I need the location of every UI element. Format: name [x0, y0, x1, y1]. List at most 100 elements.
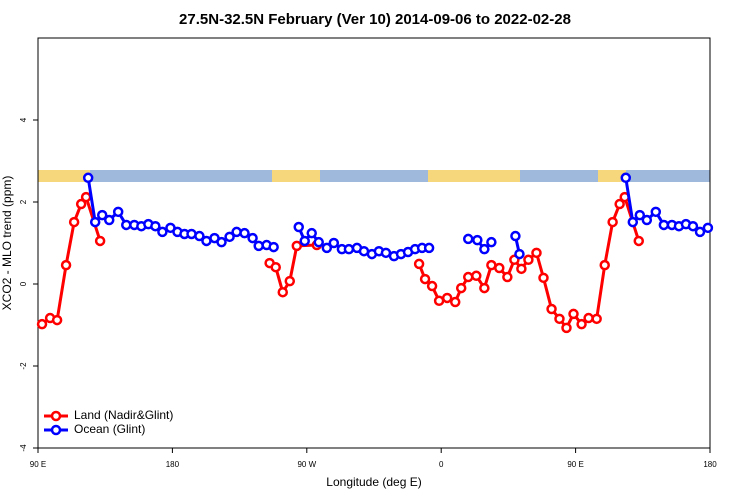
data-point: [531, 247, 542, 259]
data-point: [702, 222, 714, 234]
data-point: [270, 261, 281, 273]
data-point: [306, 227, 317, 239]
legend-label: Land (Nadir&Glint): [74, 408, 173, 422]
data-point: [112, 206, 124, 218]
data-point: [627, 216, 639, 228]
data-point: [546, 303, 557, 315]
data-point: [694, 226, 706, 238]
data-point: [216, 236, 227, 248]
data-point: [479, 282, 490, 294]
data-point: [607, 216, 618, 228]
data-point: [516, 263, 527, 275]
y-axis-label: XCO2 - MLO trend (ppm): [0, 176, 14, 311]
data-point: [479, 243, 490, 255]
y-tick-label: 4: [19, 117, 28, 122]
data-point: [157, 226, 168, 238]
data-point: [510, 230, 521, 242]
data-point: [247, 232, 258, 244]
data-point: [583, 312, 594, 324]
data-point: [523, 254, 534, 266]
data-point: [201, 235, 212, 247]
data-point: [650, 206, 662, 218]
data-point: [514, 248, 525, 260]
data-point: [471, 270, 482, 282]
data-point: [462, 233, 474, 245]
data-point: [103, 214, 115, 226]
map-strip: [38, 170, 710, 182]
x-tick-label: 90 E: [30, 460, 46, 469]
legend-marker: [50, 410, 62, 422]
plot-frame: [37, 37, 711, 449]
data-point: [462, 271, 474, 283]
data-point: [51, 314, 63, 326]
data-point: [419, 273, 431, 285]
data-point: [36, 318, 48, 330]
data-point: [634, 209, 646, 221]
data-point: [75, 198, 87, 210]
data-point: [94, 235, 106, 247]
data-point: [224, 231, 235, 243]
data-point: [293, 221, 304, 233]
x-tick-label: 0: [439, 460, 444, 469]
data-point: [599, 259, 610, 271]
y-tick-label: 2: [19, 199, 28, 204]
data-point: [380, 247, 392, 259]
data-point: [328, 237, 340, 249]
data-point: [538, 272, 549, 284]
x-tick-label: 90 E: [567, 460, 583, 469]
data-point: [239, 227, 250, 239]
data-point: [82, 172, 94, 184]
data-point: [231, 226, 242, 238]
data-point: [60, 259, 72, 271]
x-tick-label: 90 W: [297, 460, 316, 469]
data-point: [455, 282, 467, 294]
data-point: [633, 235, 645, 247]
data-point: [561, 322, 572, 334]
data-point: [576, 318, 587, 330]
data-point: [68, 216, 80, 228]
data-point: [268, 241, 279, 253]
data-point: [299, 235, 310, 247]
x-tick-label: 180: [703, 460, 717, 469]
data-point: [433, 295, 445, 307]
data-point: [313, 236, 324, 248]
data-point: [614, 198, 625, 210]
data-point: [449, 296, 461, 308]
data-point: [426, 280, 438, 292]
data-point: [413, 258, 425, 270]
x-tick-label: 180: [166, 460, 180, 469]
data-point: [687, 220, 699, 232]
data-point: [423, 242, 435, 254]
data-point: [89, 216, 101, 228]
data-point: [277, 286, 289, 298]
data-point: [284, 275, 296, 287]
chart-title: 27.5N-32.5N February (Ver 10) 2014-09-06…: [179, 11, 571, 28]
data-point: [554, 313, 565, 325]
data-point: [494, 262, 505, 274]
data-point: [194, 230, 205, 242]
data-point: [96, 209, 108, 221]
data-point: [591, 313, 602, 325]
y-tick-label: -2: [19, 362, 28, 370]
data-point: [620, 172, 632, 184]
data-point: [441, 292, 453, 304]
data-point: [502, 271, 513, 283]
y-tick-label: -4: [19, 444, 28, 452]
data-point: [150, 220, 161, 232]
data-point: [641, 214, 653, 226]
data-point: [658, 219, 670, 231]
data-point: [472, 234, 483, 246]
legend-label: Ocean (Glint): [74, 422, 145, 436]
x-axis-label: Longitude (deg E): [326, 475, 421, 489]
data-point: [343, 243, 355, 255]
legend-marker: [50, 424, 62, 436]
data-point: [121, 219, 132, 231]
data-point: [80, 191, 92, 203]
data-point: [321, 242, 333, 254]
data-point: [486, 236, 497, 248]
y-tick-label: 0: [19, 281, 28, 286]
data-point: [568, 308, 579, 320]
data-point: [291, 240, 303, 252]
